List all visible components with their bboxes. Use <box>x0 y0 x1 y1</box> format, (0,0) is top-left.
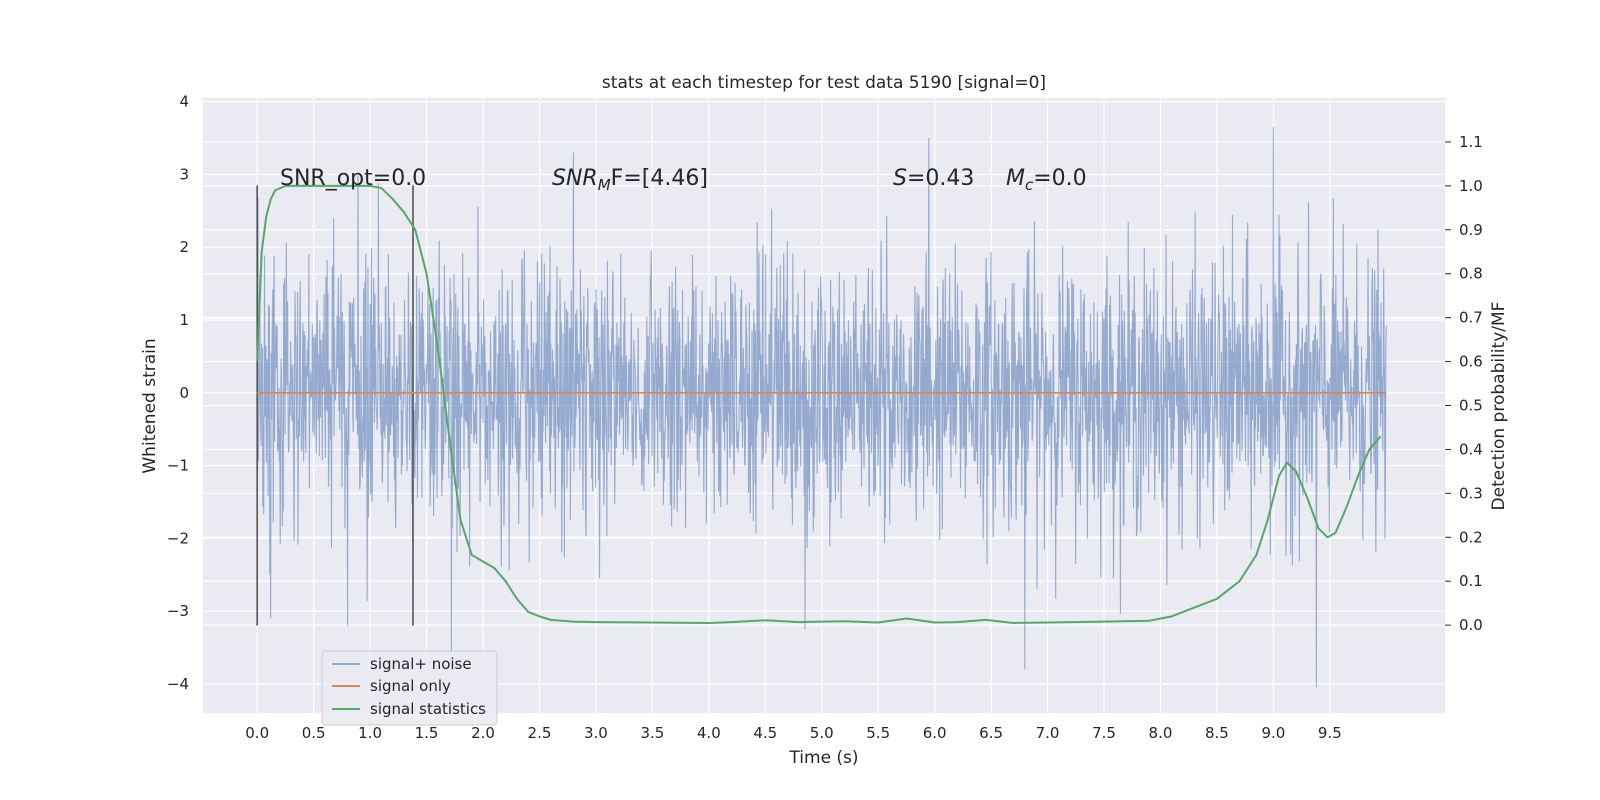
x-tick-label: 0.0 <box>245 724 269 742</box>
signal-statistics-series <box>256 184 1382 624</box>
y-right-tick-labels: 1.1 1.0 0.9 0.8 0.7 0.6 0.5 0.4 0.3 0.2 0.1 0.0 <box>1445 133 1483 634</box>
y-left-tick-label: 3 <box>179 165 189 183</box>
y-left-tick-label: 2 <box>179 238 189 256</box>
legend-label-signal-noise: signal+ noise <box>370 655 472 673</box>
annotation-snr-mf: SNRMF=[4.46] <box>552 166 708 194</box>
x-tick-label: 4.5 <box>753 724 777 742</box>
x-tick-label: 8.0 <box>1149 724 1173 742</box>
y-left-tick-label: −3 <box>167 602 189 620</box>
annotation-snr-opt: SNR_opt=0.0 <box>280 166 426 191</box>
y-right-tick-label: 0.4 <box>1459 440 1483 458</box>
x-tick-label: 6.0 <box>923 724 947 742</box>
y-right-tick-label: 0.6 <box>1459 353 1483 371</box>
x-tick-label: 5.0 <box>810 724 834 742</box>
x-tick-label: 5.5 <box>866 724 890 742</box>
y-left-tick-labels: 4 3 2 1 0 −1 −2 −3 −4 <box>167 93 189 693</box>
y-right-tick-label: 0.7 <box>1459 309 1483 327</box>
annotation-s: S=0.43 <box>893 166 974 191</box>
x-tick-label: 2.5 <box>528 724 552 742</box>
y-right-tick-label: 1.0 <box>1459 177 1483 195</box>
x-tick-label: 9.5 <box>1318 724 1342 742</box>
x-tick-label: 4.0 <box>697 724 721 742</box>
y-left-tick-label: 4 <box>179 93 189 111</box>
x-tick-label: 9.0 <box>1261 724 1285 742</box>
y-right-tick-label: 0.0 <box>1459 616 1483 634</box>
y-right-tick-label: 1.1 <box>1459 133 1483 151</box>
x-tick-label: 6.5 <box>979 724 1003 742</box>
legend: signal+ noise signal only signal statist… <box>321 650 498 726</box>
annotation-mc: Mc=0.0 <box>1006 166 1087 194</box>
x-tick-label: 7.0 <box>1036 724 1060 742</box>
y-left-tick-label: 1 <box>179 311 189 329</box>
x-tick-label: 1.0 <box>358 724 382 742</box>
legend-label-signal-only: signal only <box>370 677 451 695</box>
y-right-tick-label: 0.5 <box>1459 397 1483 415</box>
signal-noise-series <box>256 127 1387 688</box>
x-tick-label: 8.5 <box>1205 724 1229 742</box>
vertical-markers <box>256 185 414 626</box>
x-tick-label: 0.5 <box>302 724 326 742</box>
y-axis-right-label: Detection probability/MF <box>1489 302 1509 511</box>
x-tick-label: 2.0 <box>471 724 495 742</box>
y-left-tick-label: −1 <box>167 457 189 475</box>
legend-box <box>321 650 498 726</box>
x-tick-label: 1.5 <box>415 724 439 742</box>
x-tick-label: 3.5 <box>640 724 664 742</box>
x-tick-labels: 0.0 0.5 1.0 1.5 2.0 2.5 3.0 3.5 4.0 4.5 5.0 5.5 6.0 6… <box>245 724 1341 742</box>
signal-statistics-line <box>256 184 1382 624</box>
signal-noise-line <box>256 127 1387 688</box>
y-right-tick-label: 0.1 <box>1459 572 1483 590</box>
y-left-tick-label: −2 <box>167 529 189 547</box>
legend-label-signal-statistics: signal statistics <box>370 700 486 718</box>
chart-title: stats at each timestep for test data 519… <box>602 73 1046 93</box>
y-right-tick-label: 0.9 <box>1459 221 1483 239</box>
x-tick-label: 3.0 <box>584 724 608 742</box>
y-axis-left-label: Whitened strain <box>140 338 160 473</box>
y-left-tick-label: −4 <box>167 675 189 693</box>
x-tick-label: 7.5 <box>1092 724 1116 742</box>
y-right-tick-label: 0.3 <box>1459 484 1483 502</box>
y-right-tick-label: 0.8 <box>1459 265 1483 283</box>
x-axis-label: Time (s) <box>788 748 858 768</box>
y-left-tick-label: 0 <box>179 384 189 402</box>
y-right-tick-label: 0.2 <box>1459 528 1483 546</box>
